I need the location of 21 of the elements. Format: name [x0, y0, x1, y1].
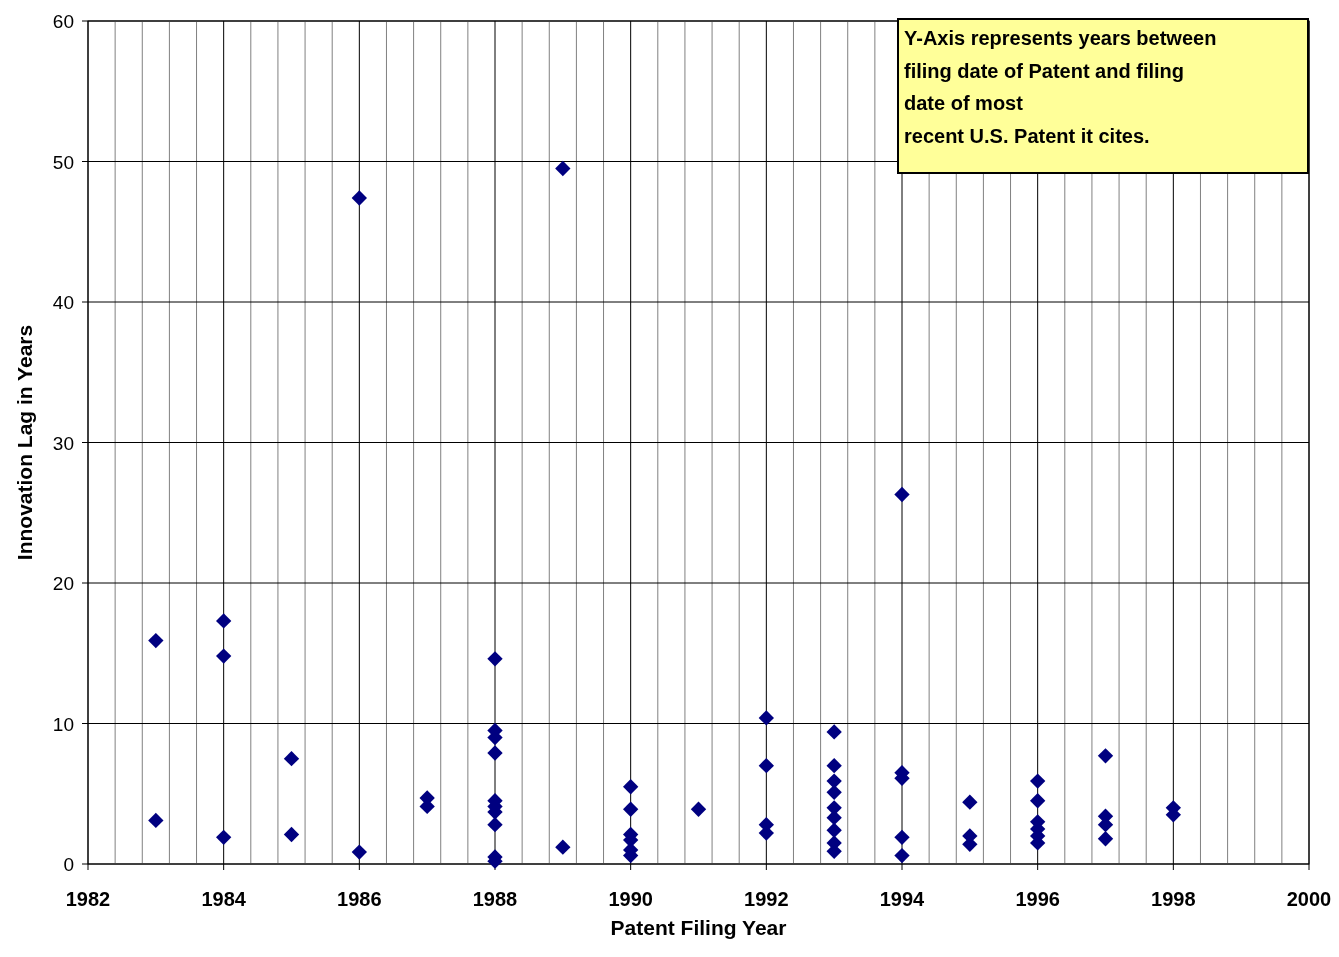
x-tick-label: 2000: [1286, 888, 1332, 910]
x-tick-label: 1992: [744, 888, 789, 910]
y-tick-label: 40: [52, 292, 74, 313]
x-tick-label: 1982: [65, 888, 111, 910]
y-tick-label: 0: [63, 854, 74, 875]
x-tick-label: 1996: [1015, 888, 1060, 910]
x-tick-label: 1984: [201, 888, 247, 910]
x-axis-title: Patent Filing Year: [610, 916, 787, 939]
y-tick-label: 30: [52, 432, 74, 454]
y-axis-title: Innovation Lag in Years: [13, 324, 36, 561]
note-box: Y-Axis represents years between filing date of Patent and filing date of most recent U.S. Patent it cites.: [897, 18, 1309, 174]
y-tick-label: 20: [52, 573, 74, 594]
x-tick-label: 1990: [608, 888, 653, 910]
x-tick-label: 1988: [472, 888, 518, 910]
annotation: Y-Axis represents years between filing date of Patent and filing date of most recent U.S. Patent it cites.: [904, 27, 1217, 147]
y-tick-label: 60: [52, 11, 74, 32]
x-tick-label: 1994: [879, 888, 926, 910]
y-tick-label: 50: [52, 151, 74, 173]
x-tick-label: 1998: [1151, 888, 1196, 910]
y-tick-label: 10: [52, 713, 74, 735]
x-tick-label: 1986: [337, 888, 382, 910]
